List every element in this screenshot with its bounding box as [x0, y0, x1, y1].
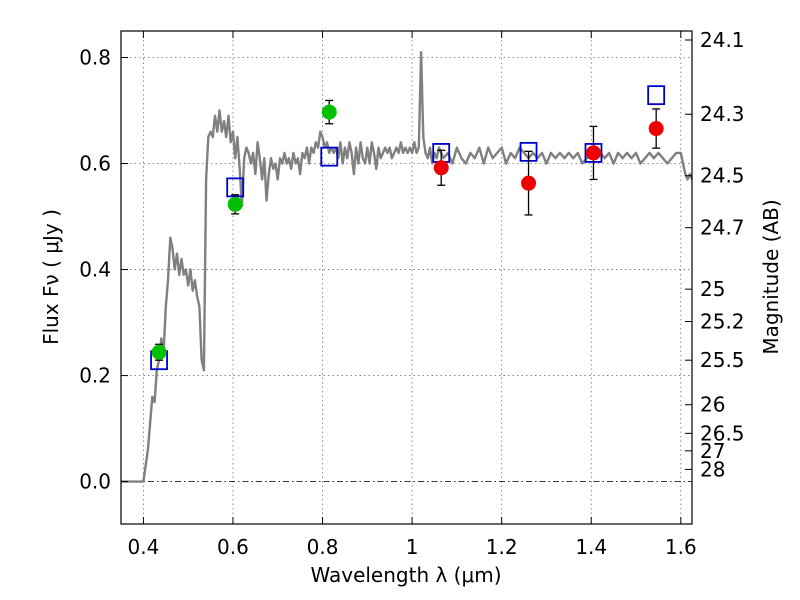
right-tick-label: 26.5: [700, 421, 745, 445]
right-tick-label: 24.5: [700, 164, 745, 188]
x-axis-label: Wavelength λ (μm): [310, 563, 501, 587]
right-tick-label: 25.5: [700, 348, 745, 372]
right-tick-label: 25.2: [700, 309, 745, 333]
optical-data-point: [321, 104, 337, 120]
x-tick-label: 0.6: [217, 535, 249, 559]
model-box-marker: [647, 85, 666, 106]
x-tick-label: 0.4: [127, 535, 159, 559]
x-tick-label: 1: [406, 535, 419, 559]
model-box-marker: [320, 146, 339, 167]
model-spectrum-line: [121, 51, 694, 483]
y-tick-label: 0.6: [79, 152, 111, 176]
optical-data-point: [227, 196, 243, 212]
x-tick-label: 1.6: [665, 535, 697, 559]
infrared-data-point: [648, 121, 664, 137]
infrared-data-point: [433, 160, 449, 176]
right-tick-label: 28: [700, 457, 725, 481]
right-tick-label: 24.1: [700, 28, 745, 52]
x-tick-label: 0.8: [307, 535, 339, 559]
y-axis-right-label: Magnitude (AB): [759, 199, 783, 354]
y-tick-label: 0.8: [79, 46, 111, 70]
right-tick-label: 27: [700, 439, 725, 463]
y-axis-label: Flux Fν ( μJy ): [39, 209, 63, 345]
x-tick-label: 1.2: [486, 535, 518, 559]
tick-label-layer: 0.4 0.6 0.8 1 1.2 1.4 1.6 0.0 0.2 0.4 0.6 0.8 24.1 24…: [79, 28, 744, 559]
right-tick-label: 24.3: [700, 102, 745, 126]
optical-data-point: [151, 344, 167, 360]
right-tick-label: 24.7: [700, 216, 745, 240]
y-tick-label: 0.2: [79, 364, 111, 388]
y-tick-label: 0.4: [79, 258, 111, 282]
grid-layer: [121, 31, 692, 524]
right-tick-label: 25: [700, 277, 725, 301]
y-tick-label: 0.0: [79, 470, 111, 494]
infrared-data-point: [521, 175, 537, 191]
x-tick-label: 1.4: [575, 535, 607, 559]
data-point-layer: [151, 104, 664, 360]
plot-frame: [120, 30, 693, 525]
tick-layer: [121, 31, 692, 524]
right-tick-label: 26: [700, 393, 725, 417]
model-spectrum-layer: [121, 51, 694, 483]
infrared-data-point: [585, 145, 601, 161]
